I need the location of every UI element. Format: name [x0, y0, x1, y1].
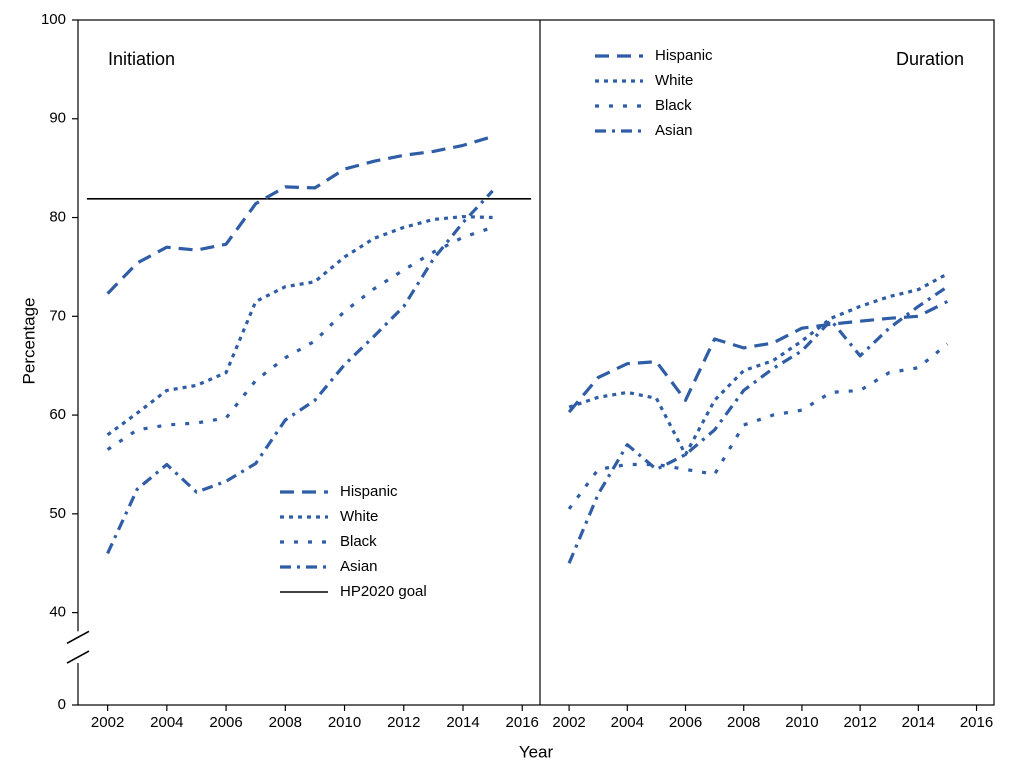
x-tick-label: 2006 [669, 714, 702, 731]
legend-label-black: Black [340, 533, 377, 550]
panel-title-left: Initiation [108, 49, 175, 69]
y-tick-label: 50 [49, 505, 66, 522]
x-tick-label: 2006 [209, 714, 242, 731]
x-tick-label: 2008 [269, 714, 302, 731]
x-tick-label: 2012 [387, 714, 420, 731]
x-tick-label: 2016 [506, 714, 539, 731]
series-left-asian [108, 191, 493, 554]
series-right-black [569, 344, 947, 509]
series-left-hispanic [108, 137, 493, 294]
series-right-hispanic [569, 302, 947, 413]
legend-label-hispanic: Hispanic [340, 483, 398, 500]
legend-label-white: White [340, 508, 378, 525]
x-tick-label: 2010 [328, 714, 361, 731]
panel-title-right: Duration [896, 49, 964, 69]
series-right-asian [569, 287, 947, 564]
legend-label-black: Black [655, 97, 692, 114]
chart-svg: 40 50 60 70 80 90 100 0 Percentage 2002 2004 2006 20… [0, 0, 1031, 761]
legend-label-hp2020: HP2020 goal [340, 583, 427, 600]
x-tick-label: 2002 [91, 714, 124, 731]
x-tick-label: 2010 [785, 714, 818, 731]
x-axis-label: Year [519, 742, 554, 761]
x-tick-label: 2008 [727, 714, 760, 731]
chart-container: 40 50 60 70 80 90 100 0 Percentage 2002 2004 2006 20… [0, 0, 1031, 761]
x-tick-label: 2004 [611, 714, 644, 731]
x-tick-label: 2012 [843, 714, 876, 731]
x-tick-label: 2016 [960, 714, 993, 731]
x-tick-label: 2002 [552, 714, 585, 731]
x-tick-label: 2014 [902, 714, 935, 731]
y-tick-label: 70 [49, 307, 66, 324]
y-tick-label: 40 [49, 604, 66, 621]
plot-frame [78, 20, 994, 705]
y-axis-label: Percentage [19, 298, 38, 385]
x-tick-label: 2004 [150, 714, 183, 731]
x-tick-label: 2014 [446, 714, 479, 731]
y-tick-label: 80 [49, 209, 66, 226]
legend-label-white: White [655, 72, 693, 89]
y-tick-label: 90 [49, 110, 66, 127]
legend-label-hispanic: Hispanic [655, 47, 713, 64]
legend-label-asian: Asian [340, 558, 378, 575]
series-left-black [108, 227, 493, 449]
y-tick-label: 100 [41, 11, 66, 28]
y-tick-label: 0 [58, 696, 66, 713]
legend-label-asian: Asian [655, 122, 693, 139]
y-tick-label: 60 [49, 406, 66, 423]
